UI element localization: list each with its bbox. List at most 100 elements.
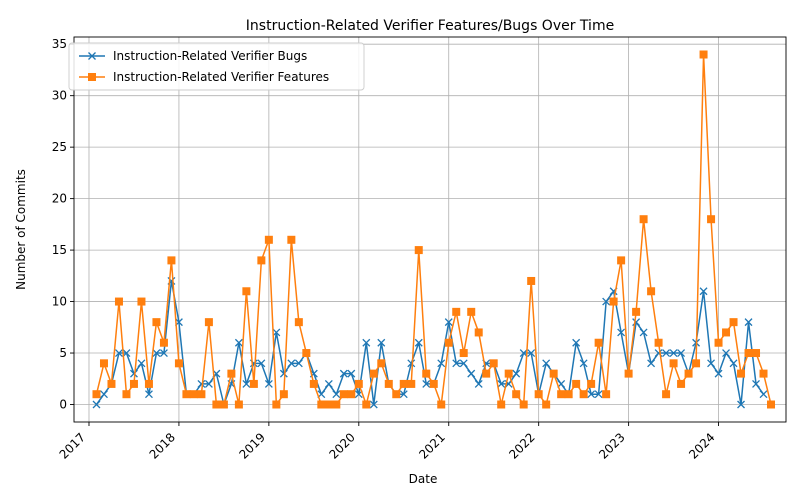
data-point xyxy=(767,400,776,409)
data-point xyxy=(677,349,686,357)
chart-title: Instruction-Related Verifier Features/Bu… xyxy=(246,18,614,34)
y-tick-label: 10 xyxy=(52,295,67,309)
data-point xyxy=(377,338,386,347)
data-point xyxy=(429,379,438,388)
data-point xyxy=(707,359,716,368)
data-point xyxy=(572,338,581,347)
data-point xyxy=(684,369,693,378)
data-point xyxy=(452,359,461,368)
data-point xyxy=(639,215,648,224)
data-point xyxy=(752,349,761,358)
data-point xyxy=(159,338,168,347)
y-tick-label: 25 xyxy=(52,140,67,154)
data-point xyxy=(144,379,153,388)
data-point xyxy=(669,359,678,368)
data-point xyxy=(99,359,108,368)
data-point xyxy=(302,349,311,358)
data-point xyxy=(677,379,686,388)
data-point xyxy=(204,379,213,388)
data-point xyxy=(444,338,453,347)
data-point xyxy=(399,390,408,399)
data-point xyxy=(512,390,521,399)
data-point xyxy=(459,349,468,358)
data-point xyxy=(332,400,341,409)
data-point xyxy=(504,369,513,378)
data-point xyxy=(752,379,760,388)
data-point xyxy=(437,400,446,409)
data-point xyxy=(707,215,716,224)
data-point xyxy=(632,307,641,316)
data-point xyxy=(534,390,543,399)
data-point xyxy=(669,349,678,357)
data-point xyxy=(467,307,476,316)
data-point xyxy=(384,379,393,388)
data-point xyxy=(152,318,161,327)
y-tick-label: 30 xyxy=(52,89,67,103)
data-point xyxy=(317,400,326,409)
data-point xyxy=(122,390,131,399)
series-features xyxy=(92,50,776,409)
data-point xyxy=(242,287,251,296)
legend-label-bugs: Instruction-Related Verifier Bugs xyxy=(113,49,307,63)
data-point xyxy=(264,235,273,244)
y-tick-label: 0 xyxy=(59,398,67,412)
data-point xyxy=(557,390,566,399)
data-point xyxy=(579,359,588,368)
y-axis-title: Number of Commits xyxy=(14,169,28,290)
data-point xyxy=(512,369,521,378)
data-point xyxy=(527,349,536,357)
data-point xyxy=(107,379,116,388)
data-point xyxy=(137,359,146,368)
data-point xyxy=(234,400,243,409)
data-point xyxy=(609,297,618,306)
data-point xyxy=(422,379,431,388)
data-point xyxy=(624,369,633,378)
data-point xyxy=(287,359,296,368)
data-point xyxy=(272,400,281,409)
data-point xyxy=(115,349,123,357)
data-point xyxy=(722,349,731,357)
data-point xyxy=(414,338,423,347)
data-point xyxy=(287,235,296,244)
data-point xyxy=(144,390,153,399)
y-tick-label: 35 xyxy=(52,37,67,51)
data-point xyxy=(662,390,671,399)
y-axis: 0 5 10 15 20 25 30 35 xyxy=(52,37,74,412)
data-point xyxy=(100,390,108,399)
data-point xyxy=(452,307,461,316)
data-point xyxy=(489,359,498,368)
data-point xyxy=(737,400,745,409)
data-point xyxy=(399,379,408,388)
series-layer xyxy=(92,50,776,409)
data-point xyxy=(242,379,251,388)
data-point xyxy=(257,359,266,368)
data-point xyxy=(152,349,161,357)
data-point xyxy=(542,359,551,368)
data-point xyxy=(744,349,753,358)
data-point xyxy=(744,318,753,327)
data-point xyxy=(114,297,123,306)
data-point xyxy=(392,390,401,399)
data-point xyxy=(692,359,701,368)
data-point xyxy=(444,318,453,327)
data-point xyxy=(347,390,356,399)
data-point xyxy=(714,369,723,378)
data-point xyxy=(639,328,648,337)
data-point xyxy=(212,400,221,409)
data-point xyxy=(759,369,768,378)
data-point xyxy=(377,359,386,368)
data-point xyxy=(467,369,476,378)
data-point xyxy=(354,379,363,388)
data-point xyxy=(197,390,206,399)
legend-marker-bugs xyxy=(88,52,96,60)
data-point xyxy=(497,379,506,388)
data-point xyxy=(564,390,573,399)
data-point xyxy=(159,349,168,357)
data-point xyxy=(699,50,708,59)
legend: Instruction-Related Verifier Bugs Instru… xyxy=(68,42,365,91)
y-tick-label: 15 xyxy=(52,243,67,257)
data-point xyxy=(219,400,228,409)
series-bugs xyxy=(92,277,768,409)
data-point xyxy=(587,379,596,388)
